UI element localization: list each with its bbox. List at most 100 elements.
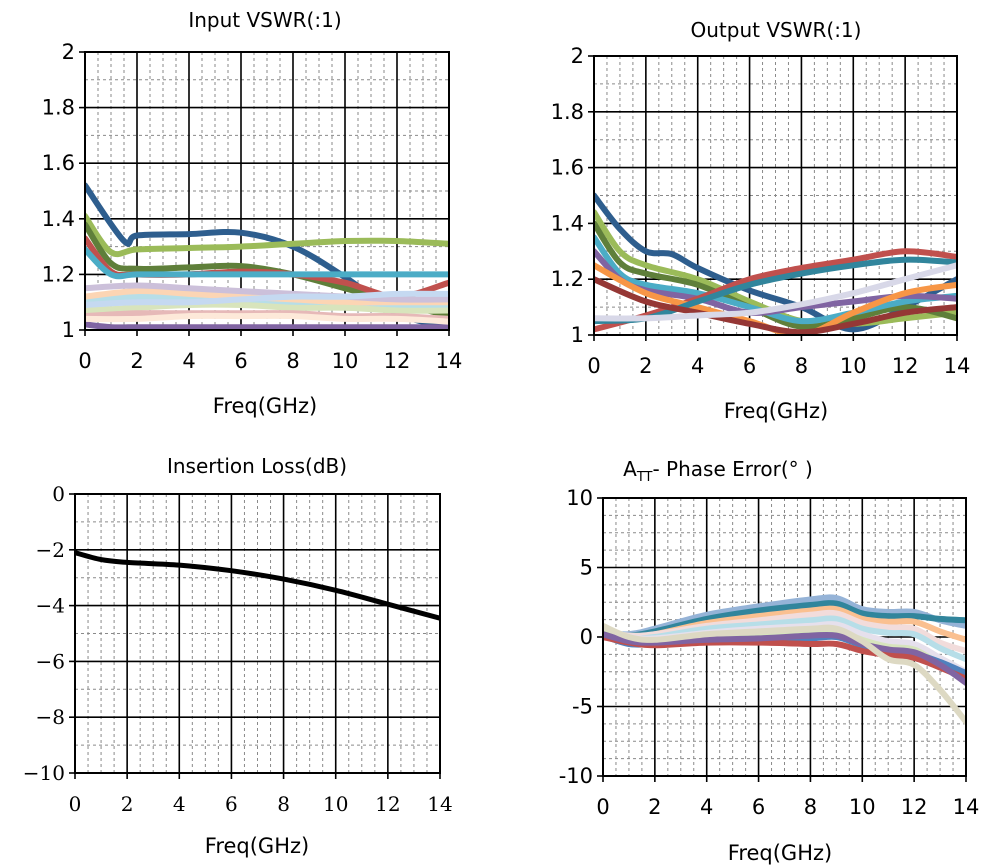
x-tick-labels: 0 2 4 6 8 10 12 14 xyxy=(587,354,970,378)
x-tick-label: 14 xyxy=(436,349,463,373)
series-line-6 xyxy=(594,248,957,333)
chart-phase-error: ATT- Phase Error(° ) -10 -5 0 5 10 0 2 4 6 8 10 12… xyxy=(559,457,980,865)
x-tick-label: 10 xyxy=(332,349,359,373)
x-tick-label: 12 xyxy=(892,354,919,378)
series-group xyxy=(603,594,966,725)
chart-title: Insertion Loss(dB) xyxy=(167,454,347,478)
plot-frame xyxy=(84,51,450,331)
plot-frame xyxy=(593,55,958,336)
y-tick-label: 1.4 xyxy=(42,207,75,231)
y-tick-label: 2 xyxy=(62,40,75,64)
x-tick-label: 4 xyxy=(182,349,195,373)
y-tick-label: 1.8 xyxy=(551,100,584,124)
y-tick-label: 1.2 xyxy=(551,267,584,291)
series-group xyxy=(594,192,957,335)
y-tick-label: 0 xyxy=(52,482,65,506)
y-tick-label: 1.8 xyxy=(42,96,75,120)
y-tick-label: 10 xyxy=(566,486,593,510)
chart-output-vswr: Output VSWR(:1) 1 1.2 1.4 1.6 1.8 2 0 2 4 6 8 10 12… xyxy=(551,18,971,423)
x-tick-label: 6 xyxy=(752,795,765,819)
x-axis-label: Freq(GHz) xyxy=(205,834,309,858)
series-line-1 xyxy=(75,550,440,621)
x-tick-label: 0 xyxy=(587,354,600,378)
x-tick-label: 6 xyxy=(743,354,756,378)
x-tick-label: 2 xyxy=(130,349,143,373)
y-tick-label: 5 xyxy=(580,556,593,580)
plot-frame xyxy=(602,497,967,777)
y-tick-labels: -10 -5 0 5 10 xyxy=(559,486,593,788)
series-line-11 xyxy=(85,282,449,303)
x-tick-label: 14 xyxy=(953,795,980,819)
x-tick-label: 2 xyxy=(121,792,134,816)
grid xyxy=(69,493,441,779)
series-line-2 xyxy=(594,209,957,328)
y-tick-label: −8 xyxy=(36,705,65,729)
series-line-9 xyxy=(594,276,957,335)
x-tick-label: 0 xyxy=(596,795,609,819)
x-tick-labels: 0 2 4 6 8 10 12 14 xyxy=(78,349,462,373)
x-tick-label: 8 xyxy=(286,349,299,373)
x-tick-labels: 0 2 4 6 8 10 12 14 xyxy=(69,792,453,816)
x-tick-label: 10 xyxy=(849,795,876,819)
x-tick-labels: 0 2 4 6 8 10 12 14 xyxy=(596,795,979,819)
series-line-4 xyxy=(594,234,957,325)
chart-title: Output VSWR(:1) xyxy=(691,18,862,42)
x-tick-label: 6 xyxy=(225,792,238,816)
x-tick-label: 8 xyxy=(795,354,808,378)
y-tick-label: 2 xyxy=(571,44,584,68)
y-tick-label: 1 xyxy=(62,318,75,342)
y-tick-label: 1.6 xyxy=(551,156,584,180)
y-tick-label: −6 xyxy=(36,649,65,673)
title-main: A xyxy=(623,457,637,481)
series-line-10 xyxy=(594,262,957,322)
y-tick-label: −2 xyxy=(36,538,65,562)
x-axis-label: Freq(GHz) xyxy=(213,394,317,418)
x-tick-label: 12 xyxy=(901,795,928,819)
series-group xyxy=(75,550,440,621)
y-tick-labels: 1 1.2 1.4 1.6 1.8 2 xyxy=(551,44,584,347)
series-line-12 xyxy=(85,290,449,308)
x-tick-label: 12 xyxy=(384,349,411,373)
x-tick-label: 12 xyxy=(375,792,400,816)
x-tick-label: 8 xyxy=(277,792,290,816)
series-line-9 xyxy=(85,301,449,314)
x-tick-label: 0 xyxy=(78,349,91,373)
x-tick-label: 14 xyxy=(944,354,971,378)
y-tick-label: 1.2 xyxy=(42,262,75,286)
x-tick-label: 10 xyxy=(840,354,867,378)
x-axis-label: Freq(GHz) xyxy=(728,841,832,865)
x-tick-label: 4 xyxy=(173,792,186,816)
x-tick-label: 2 xyxy=(648,795,661,819)
chart-input-vswr: Input VSWR(:1) 1 1.2 1.4 1.6 1.8 2 0 2 4 6 8 10 12 1… xyxy=(42,8,463,418)
plot-frame xyxy=(74,493,441,774)
y-tick-label: 1.4 xyxy=(551,211,584,235)
x-tick-label: 2 xyxy=(639,354,652,378)
x-tick-label: 4 xyxy=(700,795,713,819)
y-tick-label: −10 xyxy=(23,761,65,785)
y-tick-label: 1 xyxy=(571,323,584,347)
series-line-6 xyxy=(85,321,449,330)
x-tick-label: 6 xyxy=(234,349,247,373)
x-tick-label: 8 xyxy=(804,795,817,819)
y-tick-labels: −10 −8 −6 −4 −2 0 xyxy=(23,482,65,785)
y-tick-labels: 1 1.2 1.4 1.6 1.8 2 xyxy=(42,40,75,342)
y-tick-label: −4 xyxy=(36,594,65,618)
x-tick-label: 10 xyxy=(323,792,348,816)
chart-title: Input VSWR(:1) xyxy=(188,8,341,32)
series-group xyxy=(85,182,449,330)
series-line-13 xyxy=(85,312,449,325)
series-line-5 xyxy=(85,246,449,280)
y-tick-label: -10 xyxy=(559,764,593,788)
title-subscript: TT xyxy=(636,470,653,485)
x-tick-label: 4 xyxy=(691,354,704,378)
y-tick-label: 1.6 xyxy=(42,151,75,175)
series-line-2 xyxy=(85,213,449,258)
x-tick-label: 14 xyxy=(427,792,452,816)
y-tick-label: -5 xyxy=(572,695,593,719)
title-rest: - Phase Error(° ) xyxy=(652,457,812,481)
y-tick-label: 0 xyxy=(580,625,593,649)
series-line-11 xyxy=(603,622,966,725)
chart-title: ATT- Phase Error(° ) xyxy=(623,457,813,485)
chart-insertion-loss: Insertion Loss(dB) −10 −8 −6 −4 −2 0 0 2 4 6 8 10 1… xyxy=(23,454,453,858)
